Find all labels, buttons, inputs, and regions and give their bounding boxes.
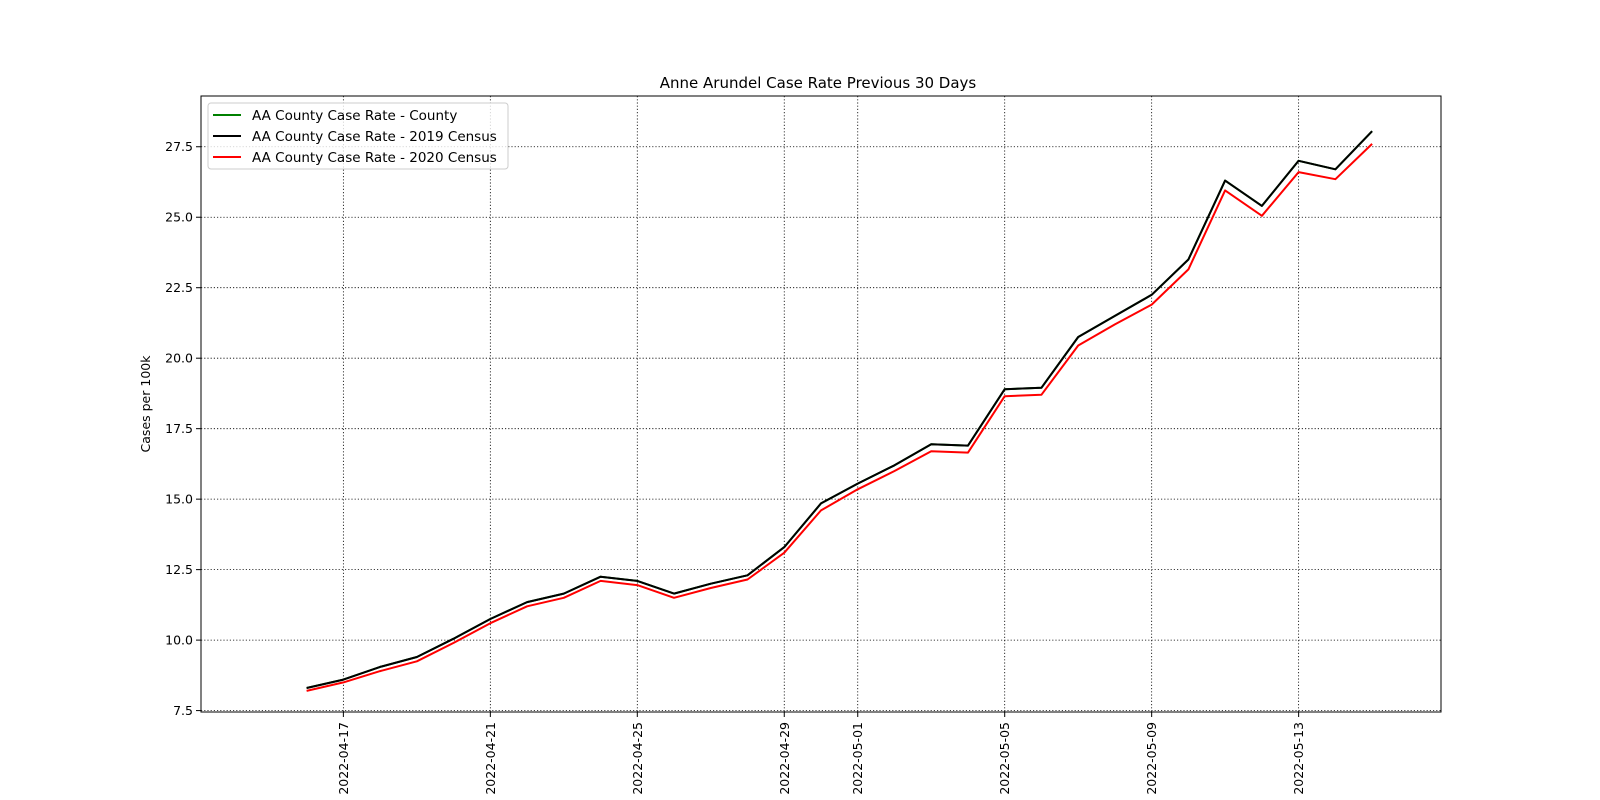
series-lines	[306, 130, 1373, 692]
legend-label: AA County Case Rate - County	[252, 108, 457, 124]
legend-label: AA County Case Rate - 2019 Census	[252, 129, 497, 145]
series-line-2	[306, 130, 1373, 689]
x-tick-label: 2022-04-17	[336, 722, 351, 795]
x-tick-label: 2022-04-29	[777, 722, 792, 795]
y-tick-label: 15.0	[165, 492, 193, 507]
y-tick-label: 20.0	[165, 351, 193, 366]
y-tick-label: 7.5	[173, 703, 193, 718]
y-tick-label: 22.5	[165, 280, 193, 295]
legend-box	[207, 102, 509, 170]
y-tick-label: 12.5	[165, 562, 193, 577]
chart-title: Anne Arundel Case Rate Previous 30 Days	[660, 74, 977, 92]
legend: AA County Case Rate - County AA County Ca…	[207, 102, 509, 170]
x-tick-label: 2022-05-09	[1144, 722, 1159, 795]
series-line-3	[306, 143, 1373, 692]
plot-frame	[200, 95, 1442, 713]
x-tick-label: 2022-05-01	[850, 722, 865, 795]
y-tick-label: 27.5	[165, 139, 193, 154]
x-tick-label: 2022-04-21	[483, 722, 498, 795]
x-tick-label: 2022-05-13	[1291, 722, 1306, 795]
legend-entries: AA County Case Rate - County AA County Ca…	[213, 108, 497, 166]
gridlines	[201, 96, 1441, 712]
y-axis-ticks: 7.5 10.0 12.5 15.0 17.5 20.0 22.5 25.0 27.5	[165, 139, 201, 718]
y-tick-label: 10.0	[165, 633, 193, 648]
y-tick-label: 25.0	[165, 210, 193, 225]
x-tick-label: 2022-04-25	[630, 722, 645, 795]
legend-label: AA County Case Rate - 2020 Census	[252, 150, 497, 166]
y-axis-label: Cases per 100k	[138, 355, 153, 453]
x-axis-ticks: 2022-04-17 2022-04-21 2022-04-25 2022-04-29…	[336, 712, 1306, 795]
y-tick-label: 17.5	[165, 421, 193, 436]
x-tick-label: 2022-05-05	[997, 722, 1012, 795]
